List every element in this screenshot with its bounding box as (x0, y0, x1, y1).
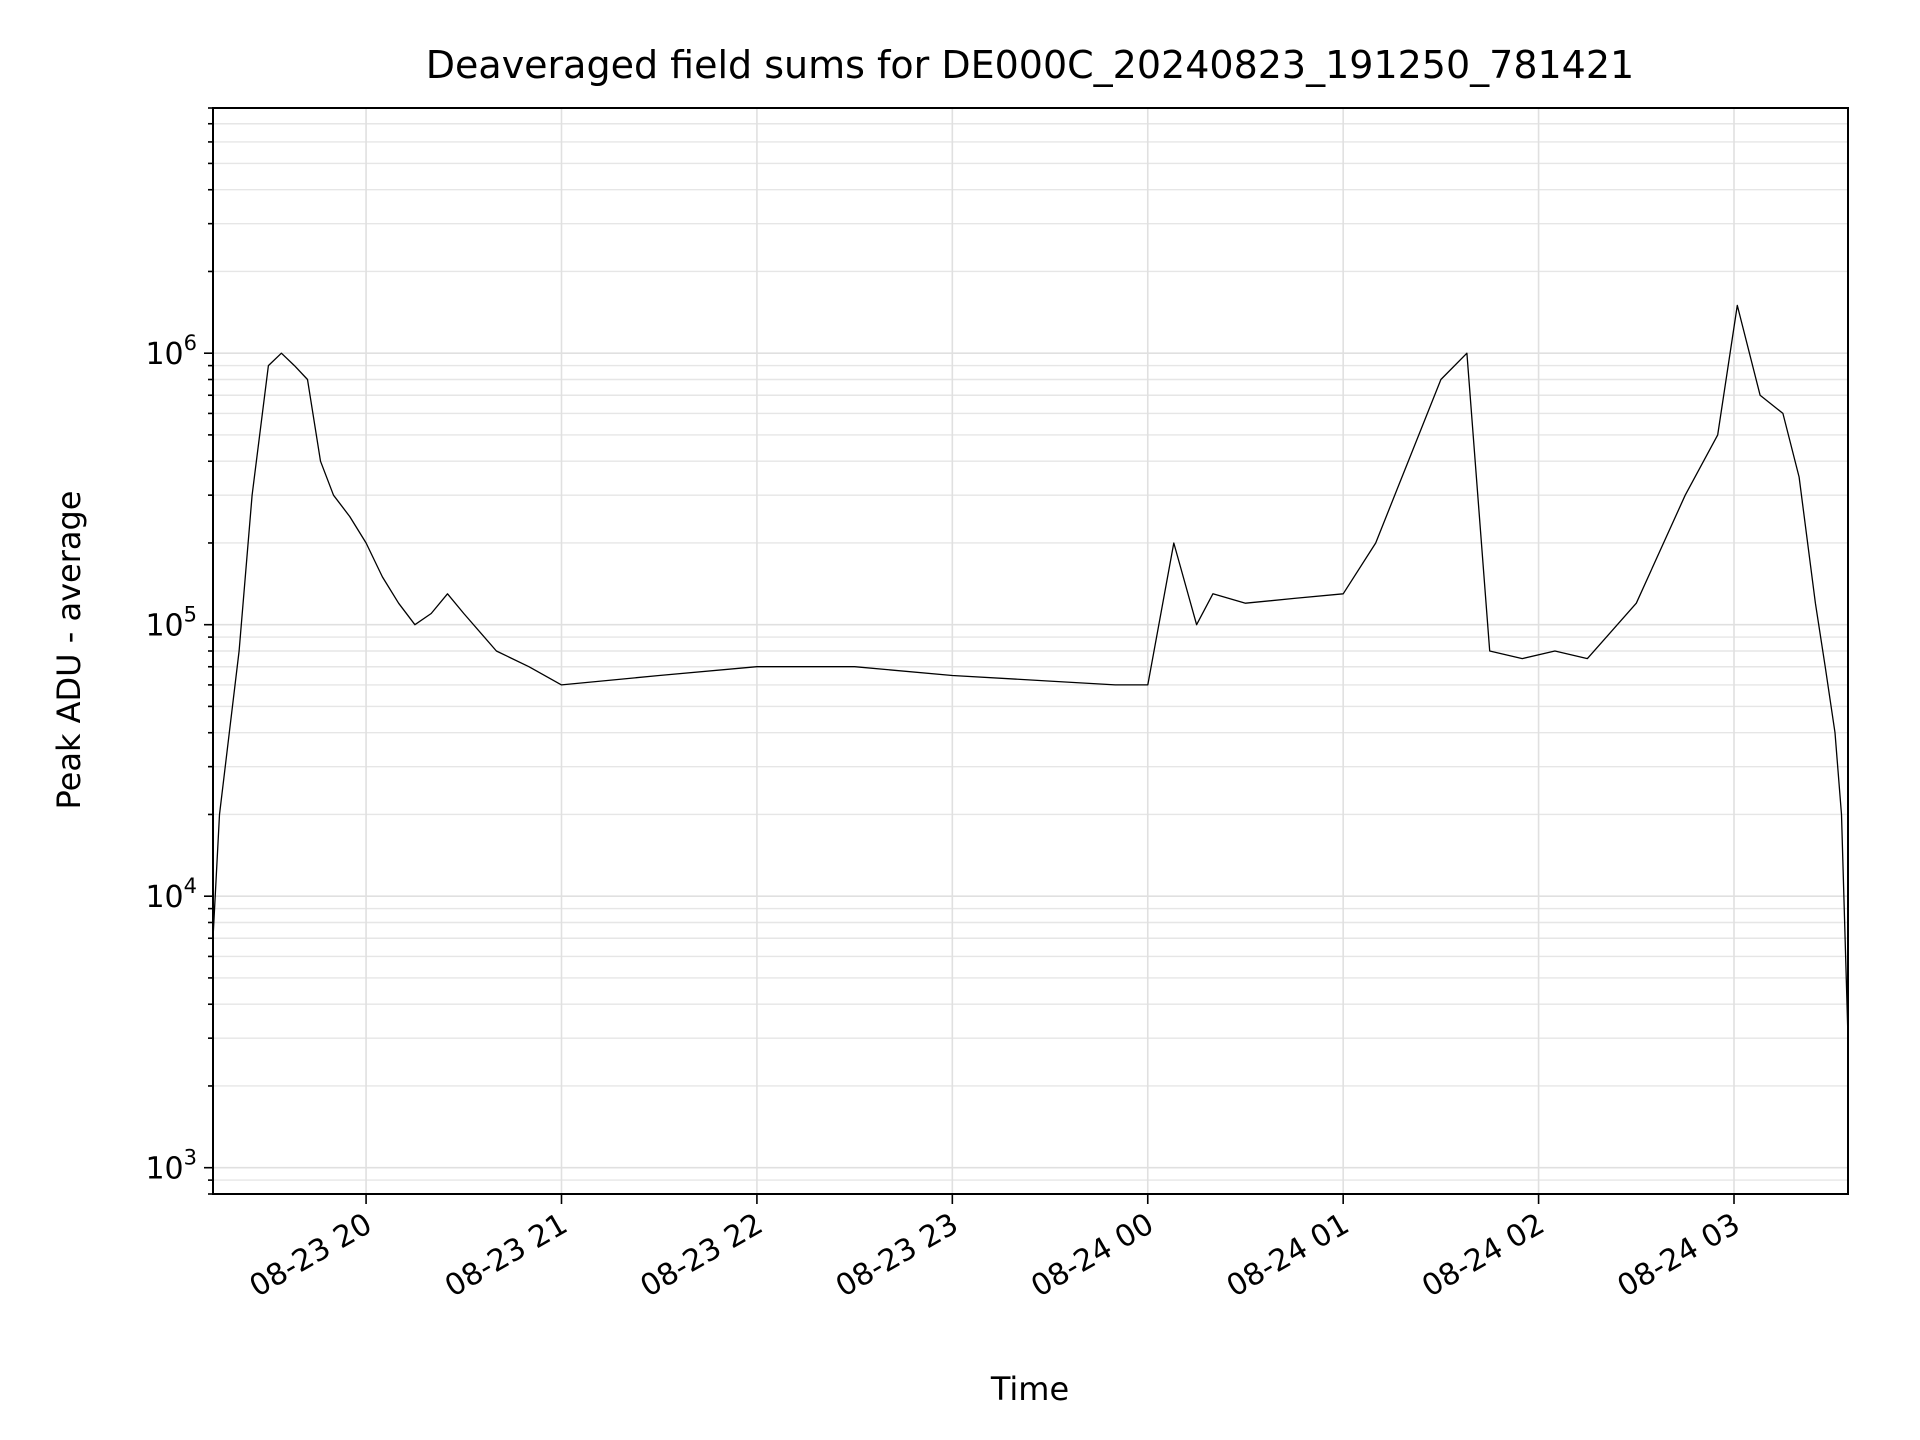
y-tick-label-base: 10 (145, 337, 183, 372)
grid (213, 107, 1848, 1195)
series-line (212, 304, 1849, 1039)
y-tick-label-base: 10 (145, 609, 183, 644)
y-axis-label: Peak ADU - average (50, 491, 88, 810)
y-tick-label-exponent: 5 (184, 603, 197, 627)
x-axis-label: Time (990, 1370, 1069, 1408)
series-layer (212, 304, 1849, 1039)
y-tick-label: 104 (145, 874, 197, 915)
y-tick-label-base: 10 (145, 1152, 183, 1187)
y-tick-label: 106 (145, 331, 197, 372)
y-tick-label-base: 10 (145, 880, 183, 915)
y-tick-label: 103 (145, 1146, 197, 1187)
y-tick-label-exponent: 3 (184, 1146, 197, 1170)
chart-title: Deaveraged field sums for DE000C_2024082… (426, 43, 1634, 87)
y-tick-label-exponent: 6 (184, 331, 197, 355)
y-tick-label-exponent: 4 (184, 874, 197, 898)
y-tick-label: 105 (145, 603, 197, 644)
